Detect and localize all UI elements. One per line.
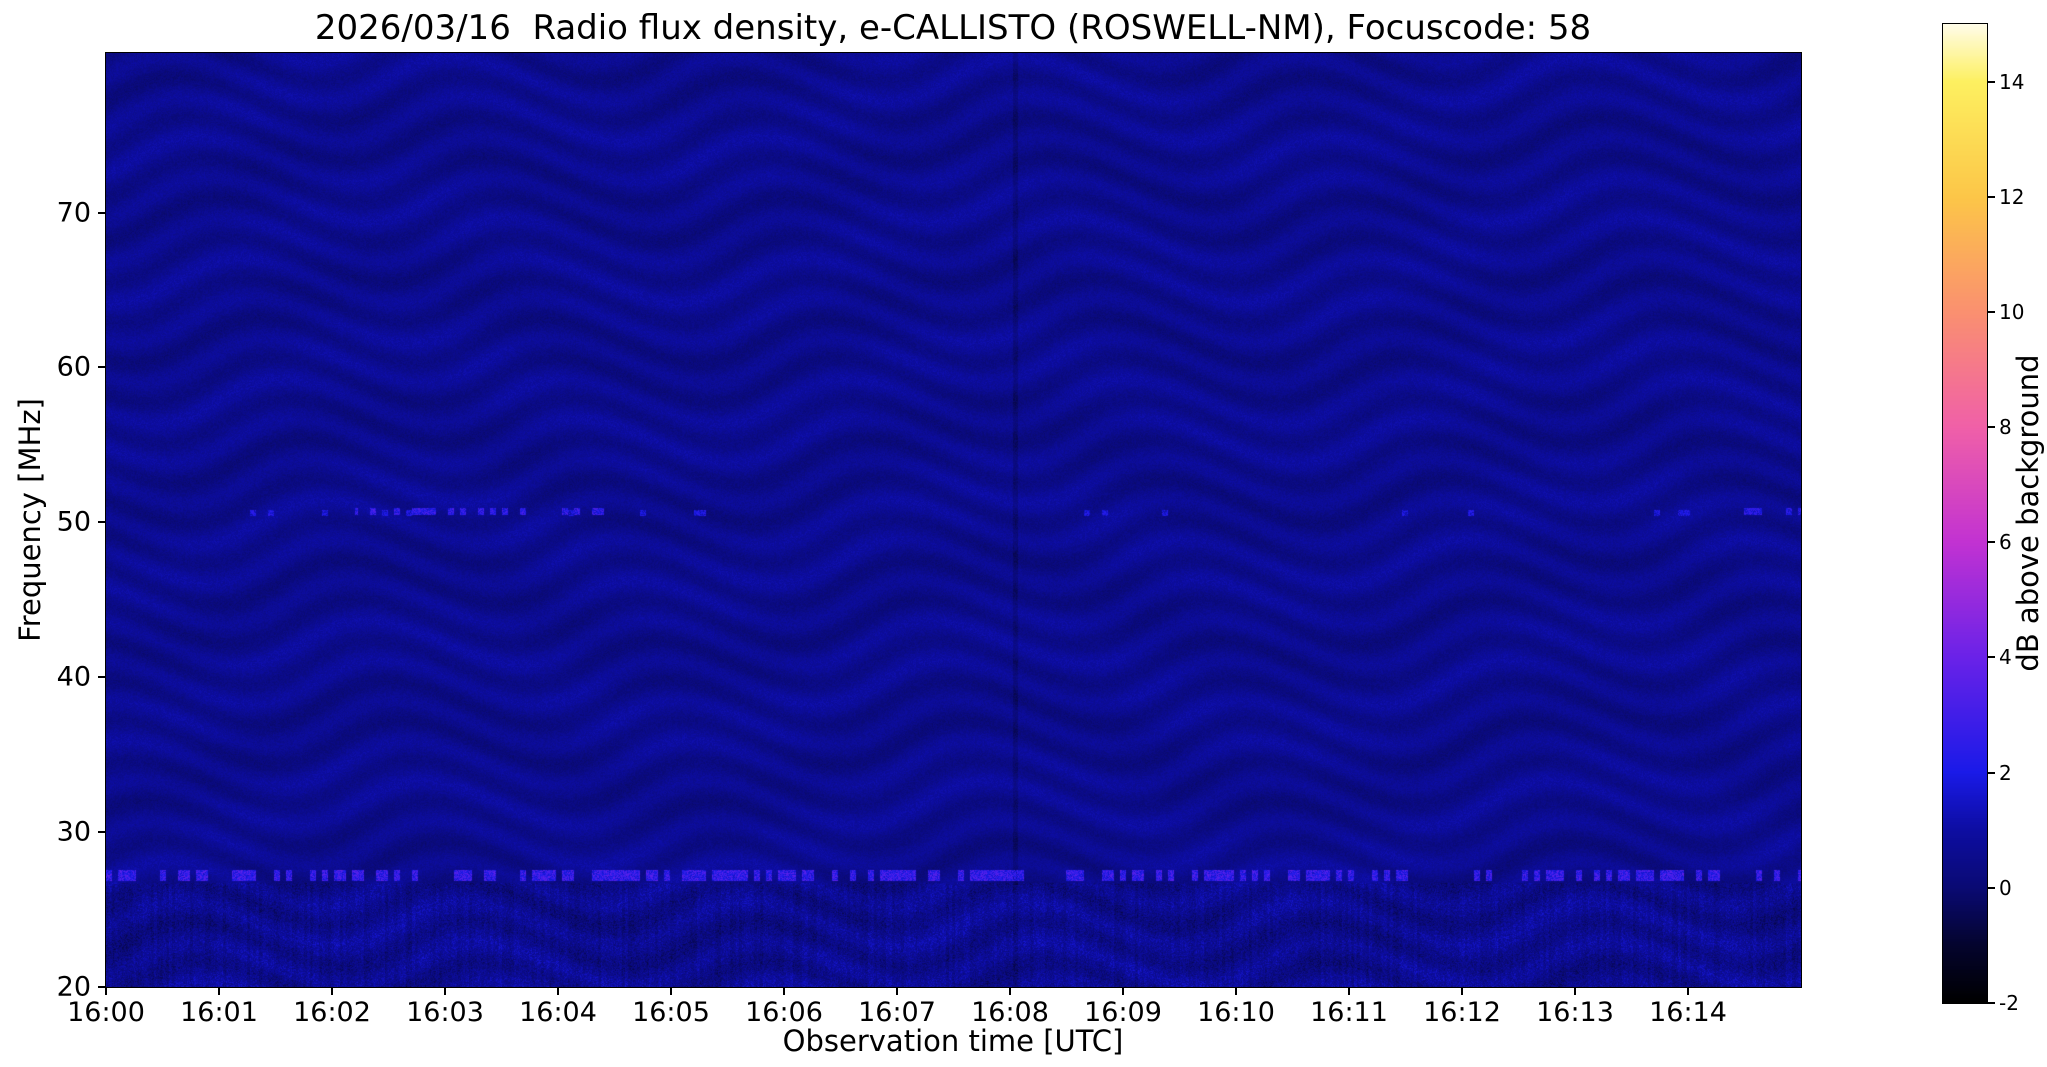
x-tick-label: 16:13 xyxy=(1536,997,1614,1028)
x-tick-label: 16:06 xyxy=(745,997,823,1028)
y-axis: 20 30 40 50 60 70 xyxy=(0,53,106,1003)
y-tick-mark xyxy=(98,521,106,524)
colorbar-tick-mark xyxy=(1988,541,1995,544)
colorbar xyxy=(1942,23,1988,1004)
x-tick-label: 16:01 xyxy=(180,997,258,1028)
colorbar-tick-label: 14 xyxy=(1999,69,2025,94)
y-tick-label: 30 xyxy=(56,816,91,848)
y-tick-mark xyxy=(98,986,106,988)
x-tick-label: 16:10 xyxy=(1197,997,1275,1028)
colorbar-tick-label: -2 xyxy=(1999,991,2019,1015)
spectrogram-canvas xyxy=(106,53,1801,987)
x-tick-mark xyxy=(1574,987,1576,995)
x-tick-label: 16:02 xyxy=(293,997,371,1028)
x-tick-mark xyxy=(896,987,898,995)
colorbar-tick-mark xyxy=(1988,1002,1995,1004)
x-tick-mark xyxy=(1009,987,1011,995)
colorbar-tick-label: 12 xyxy=(1999,184,2025,209)
y-tick-mark xyxy=(98,366,106,369)
x-tick-mark xyxy=(1461,987,1463,995)
y-tick-mark xyxy=(98,831,106,834)
x-tick-mark xyxy=(1348,987,1350,995)
x-tick-mark xyxy=(218,987,220,995)
x-tick-label: 16:08 xyxy=(971,997,1049,1028)
colorbar-tick-label: 4 xyxy=(1999,645,2012,670)
colorbar-tick-label: 2 xyxy=(1999,760,2012,785)
x-tick-mark xyxy=(557,987,559,995)
colorbar-tick-mark xyxy=(1988,886,1995,889)
colorbar-axis: 14 12 10 8 6 4 2 0 -2 xyxy=(1988,24,2044,1015)
x-tick-label: 16:04 xyxy=(519,997,597,1028)
x-tick-label: 16:00 xyxy=(67,997,145,1028)
x-tick-mark xyxy=(783,987,785,995)
y-axis-label: Frequency [MHz] xyxy=(13,398,47,642)
chart-title: 2026/03/16 Radio flux density, e-CALLIST… xyxy=(314,8,1592,48)
y-tick-label: 20 xyxy=(56,971,91,1003)
x-tick-mark xyxy=(669,987,672,995)
x-tick-label: 16:12 xyxy=(1423,997,1501,1028)
x-tick-label: 16:07 xyxy=(858,997,936,1028)
x-tick-label: 16:14 xyxy=(1649,997,1727,1028)
x-axis: 16:00 16:01 16:02 16:03 16:04 16:05 16:06 16:07… xyxy=(67,987,1801,1033)
colorbar-label: dB above background xyxy=(2011,354,2045,672)
x-tick-label: 16:05 xyxy=(632,997,710,1028)
x-tick-mark xyxy=(331,987,333,995)
colorbar-tick-mark xyxy=(1988,771,1995,774)
colorbar-tick-mark xyxy=(1988,80,1995,83)
y-tick-label: 40 xyxy=(56,661,91,693)
x-tick-mark xyxy=(105,987,107,995)
colorbar-tick-mark xyxy=(1988,195,1995,198)
x-tick-mark xyxy=(1122,987,1124,995)
colorbar-tick-label: 10 xyxy=(1999,299,2025,324)
colorbar-tick-label: 8 xyxy=(1999,415,2012,440)
x-axis-label: Observation time [UTC] xyxy=(782,1024,1124,1058)
x-tick-mark xyxy=(1687,987,1689,995)
y-tick-label: 60 xyxy=(56,351,91,383)
colorbar-canvas xyxy=(1943,24,1987,1003)
x-tick-mark xyxy=(1234,987,1237,995)
colorbar-tick-mark xyxy=(1988,656,1995,659)
x-tick-label: 16:11 xyxy=(1310,997,1388,1028)
y-tick-label: 50 xyxy=(56,506,91,538)
colorbar-tick-mark xyxy=(1988,310,1995,313)
y-tick-label: 70 xyxy=(56,197,91,229)
x-tick-label: 16:03 xyxy=(406,997,484,1028)
x-tick-mark xyxy=(444,987,446,995)
plot-area xyxy=(105,52,1802,988)
colorbar-tick-label: 6 xyxy=(1999,530,2012,555)
y-tick-mark xyxy=(98,211,106,214)
x-tick-label: 16:09 xyxy=(1084,997,1162,1028)
colorbar-tick-label: 0 xyxy=(1999,875,2012,900)
y-tick-mark xyxy=(98,676,106,679)
colorbar-tick-mark xyxy=(1988,426,1995,429)
